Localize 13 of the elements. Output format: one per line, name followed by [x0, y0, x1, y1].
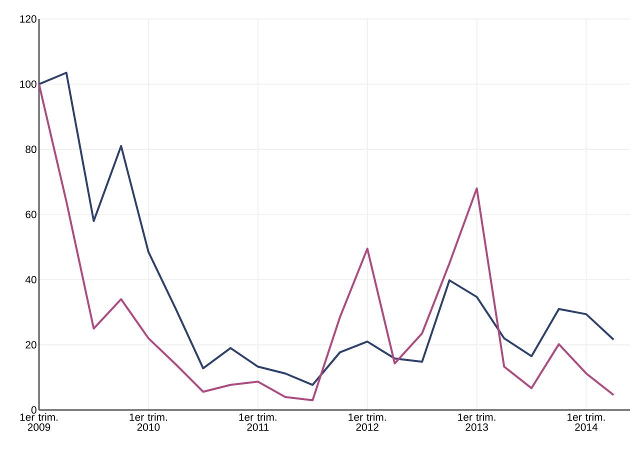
x-tick-label: 1er trim. 2009 [20, 413, 58, 431]
y-tick-label: 40 [25, 276, 36, 284]
y-tick-label: 80 [26, 146, 36, 154]
y-tick-label: 120 [20, 15, 36, 23]
y-tick-label: 0 [31, 406, 36, 414]
x-tick-label: 1er trim. 2011 [239, 413, 276, 431]
x-tick-label: 1er trim. 2010 [130, 413, 167, 431]
x-tick-label: 1er trim. 2012 [348, 413, 386, 431]
x-tick-label: 1er trim. 2014 [568, 413, 605, 431]
x-tick-label: 1er trim. 2013 [458, 413, 496, 431]
y-tick-label: 100 [20, 80, 36, 88]
y-tick-label: 60 [26, 210, 36, 218]
y-tick-label: 20 [26, 341, 36, 349]
